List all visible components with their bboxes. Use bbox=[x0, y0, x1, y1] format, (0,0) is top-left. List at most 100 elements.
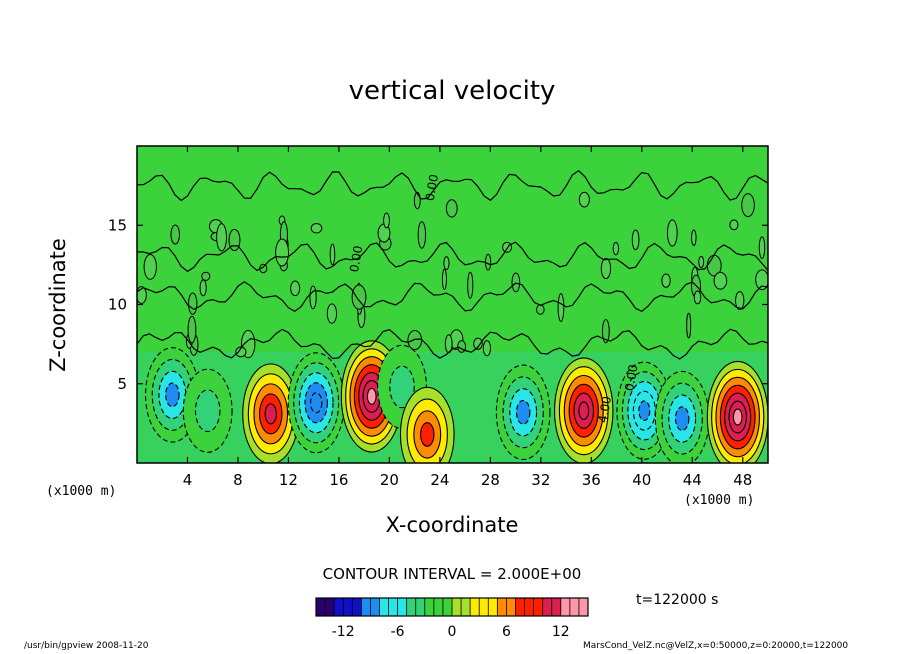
colorbar-segment bbox=[325, 598, 335, 616]
small-contour bbox=[758, 236, 766, 259]
colorbar-tick-label: 12 bbox=[552, 624, 570, 640]
small-contour bbox=[290, 280, 301, 297]
small-contour bbox=[259, 263, 268, 274]
cell-contour bbox=[349, 356, 394, 437]
cell-contour bbox=[377, 344, 427, 430]
small-contour bbox=[449, 329, 464, 350]
cell-contour bbox=[558, 366, 609, 456]
small-contour bbox=[413, 191, 421, 210]
cell-contour bbox=[264, 403, 277, 425]
contour-interval-note: CONTOUR INTERVAL = 2.000E+00 bbox=[322, 565, 582, 583]
colorbar-segment bbox=[379, 598, 390, 616]
small-contour bbox=[216, 223, 228, 252]
x-tick-label: 8 bbox=[233, 471, 243, 489]
y-tick-label: 10 bbox=[108, 296, 127, 314]
small-contour bbox=[187, 315, 197, 344]
small-contour bbox=[693, 290, 702, 305]
colorbar-border bbox=[315, 597, 589, 617]
cell-contour bbox=[668, 394, 697, 443]
cell-contour bbox=[632, 390, 656, 431]
colorbar-segment bbox=[361, 598, 371, 616]
x-tick-label: 20 bbox=[380, 471, 399, 489]
plot-border bbox=[136, 145, 769, 464]
cell-contour bbox=[638, 400, 651, 421]
colorbar-segment bbox=[533, 598, 544, 616]
colorbar-segment bbox=[560, 598, 571, 616]
small-contour bbox=[631, 229, 640, 251]
cell-contour bbox=[732, 408, 743, 426]
small-contour bbox=[578, 191, 590, 208]
small-contour bbox=[612, 241, 620, 256]
colorbar-segment bbox=[397, 598, 408, 616]
cell-contour bbox=[310, 392, 323, 414]
small-contour bbox=[188, 292, 198, 315]
colorbar-segment bbox=[424, 598, 435, 616]
small-contour bbox=[201, 271, 211, 281]
small-contour bbox=[377, 223, 391, 243]
cell-contour bbox=[495, 364, 551, 461]
colorbar-segment bbox=[406, 598, 417, 616]
x-axis-label: X-coordinate bbox=[385, 513, 519, 537]
small-contour bbox=[698, 255, 705, 269]
x-tick-label: 16 bbox=[329, 471, 348, 489]
horizontal-contour bbox=[137, 170, 768, 202]
upper-contours bbox=[137, 170, 768, 360]
x-tick-label: 48 bbox=[733, 471, 752, 489]
x-tick-label: 32 bbox=[531, 471, 550, 489]
small-contour bbox=[310, 222, 323, 234]
footer-right-text: MarsCond_VelZ.nc@VelZ,x=0:50000,z=0:2000… bbox=[583, 641, 849, 651]
x-tick-label: 44 bbox=[683, 471, 702, 489]
small-contour bbox=[691, 274, 702, 298]
small-contour bbox=[706, 254, 722, 277]
cell-contour bbox=[661, 382, 703, 455]
horizontal-contour bbox=[137, 328, 768, 360]
small-contour bbox=[536, 304, 545, 315]
cell-contour bbox=[515, 399, 531, 425]
cell-contour bbox=[728, 400, 747, 434]
cell-contour bbox=[568, 383, 599, 438]
small-contour bbox=[275, 238, 290, 267]
cell-contour bbox=[719, 384, 756, 450]
cell-contour bbox=[674, 406, 690, 431]
small-contour bbox=[137, 286, 147, 304]
small-contour bbox=[602, 318, 610, 344]
small-contour bbox=[407, 330, 423, 351]
small-contour bbox=[326, 303, 338, 324]
cell-contour bbox=[563, 374, 604, 447]
cell-contour bbox=[345, 348, 399, 445]
cell-contour bbox=[151, 358, 193, 431]
small-contour bbox=[329, 243, 336, 266]
contour-label: 0.00 bbox=[347, 245, 365, 274]
cell-contour bbox=[144, 347, 200, 443]
field-background bbox=[137, 146, 768, 463]
small-contour bbox=[143, 253, 157, 280]
colorbar-segment bbox=[370, 598, 380, 616]
small-contour bbox=[356, 282, 362, 311]
cell-contour bbox=[420, 422, 435, 447]
colorbar-tick-label: -6 bbox=[391, 624, 405, 640]
colorbar-tick-label: 0 bbox=[448, 624, 457, 640]
cell-contour bbox=[304, 382, 328, 424]
cell-contour bbox=[182, 368, 233, 453]
cell-contour bbox=[502, 376, 544, 449]
cell-contour bbox=[578, 401, 590, 421]
cell-contour bbox=[287, 352, 345, 454]
small-contour bbox=[185, 333, 193, 349]
cell-contour bbox=[158, 370, 187, 419]
cell-contour bbox=[399, 386, 455, 463]
velocity-cell bbox=[495, 364, 551, 461]
horizontal-contour bbox=[137, 241, 768, 273]
chart-title: vertical velocity bbox=[348, 76, 556, 106]
contour-label: 0.00 bbox=[622, 363, 640, 392]
y-tick-label: 5 bbox=[117, 375, 127, 393]
cell-contour bbox=[627, 380, 662, 441]
x-tick-label: 36 bbox=[582, 471, 601, 489]
cell-contour bbox=[362, 379, 381, 413]
cell-contour bbox=[242, 363, 300, 463]
velocity-cell bbox=[144, 347, 200, 443]
colorbar-segment bbox=[352, 598, 362, 616]
small-contour bbox=[417, 221, 427, 249]
cell-contour bbox=[366, 387, 377, 405]
small-contour bbox=[282, 235, 289, 256]
colorbar-segment bbox=[470, 598, 480, 616]
